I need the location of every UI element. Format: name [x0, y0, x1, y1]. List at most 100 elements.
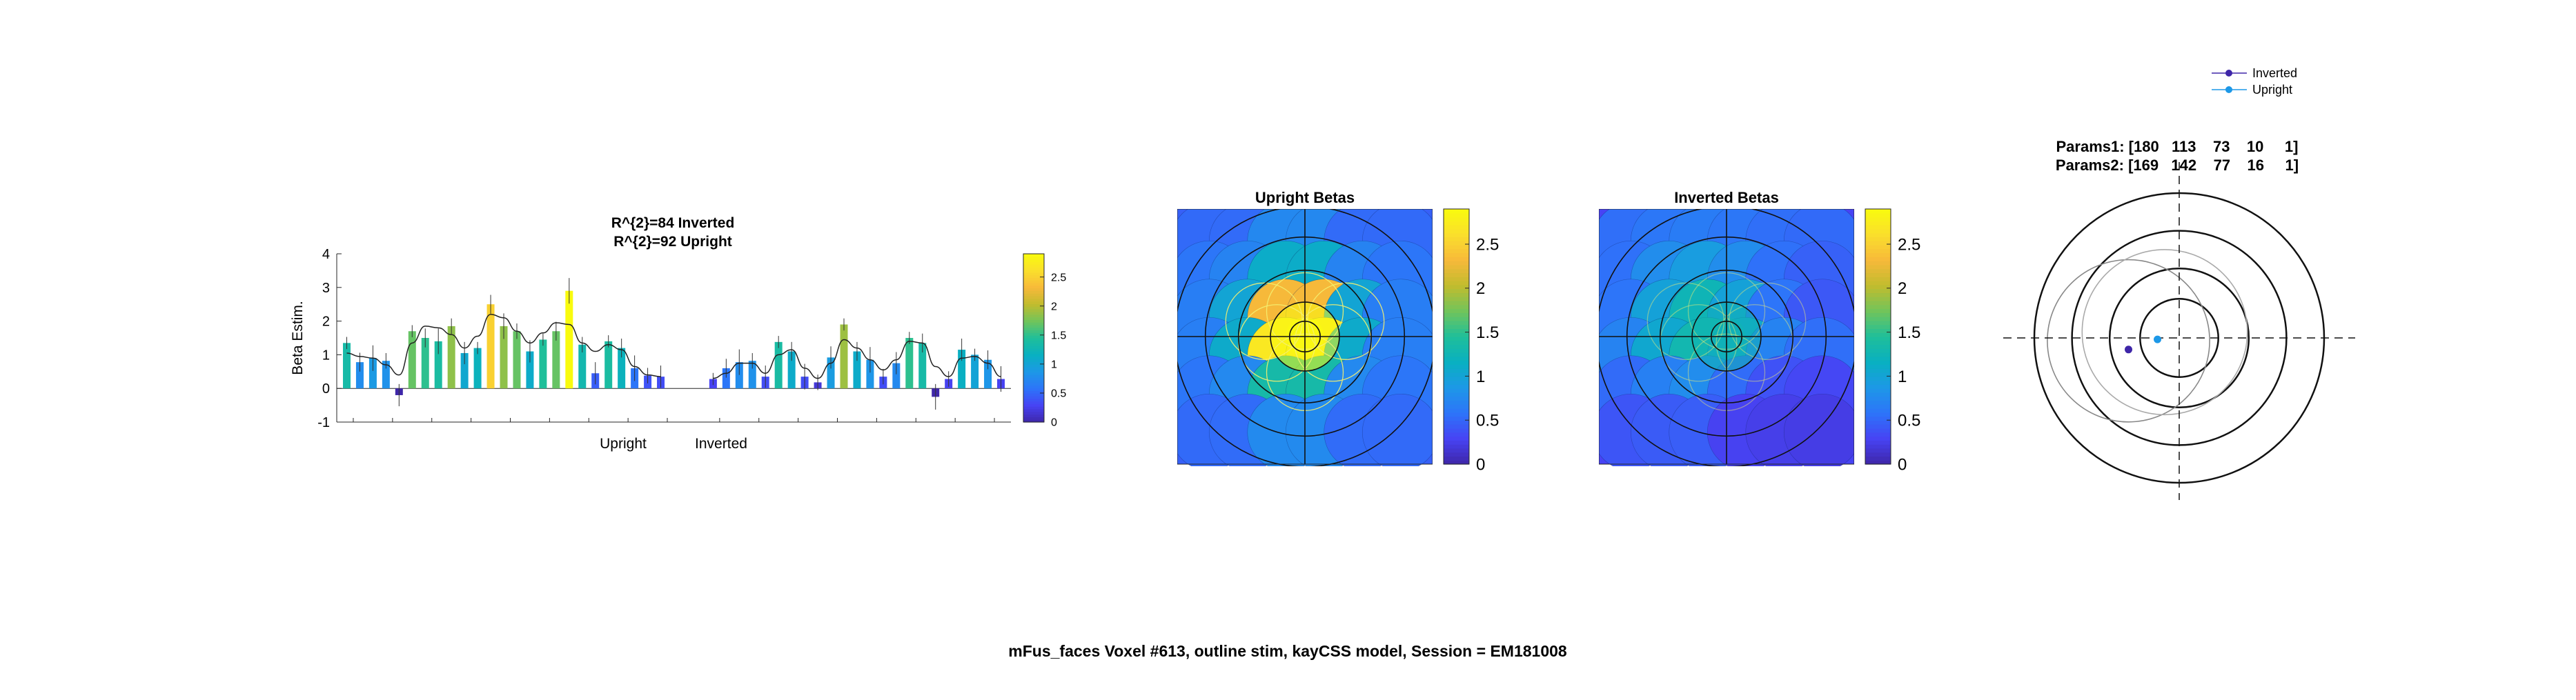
- upright-betas-colorbar-swatch: [1444, 312, 1469, 317]
- upright-betas-colorbar-swatch: [1444, 304, 1469, 310]
- inverted-betas-colorbar-swatch: [1865, 432, 1891, 437]
- bar-upright: [552, 331, 560, 389]
- inverted-betas-colorbar-swatch: [1865, 460, 1891, 465]
- upright-betas-colorbar-swatch: [1444, 228, 1469, 234]
- bar-chart-bars: [342, 278, 1005, 410]
- inverted-betas-colorbar-tick-label: 1.5: [1898, 323, 1920, 342]
- bar-chart-colorbar-tick-label: 0.5: [1051, 388, 1066, 400]
- prf-legend-box: [2205, 63, 2317, 101]
- inverted-betas-colorbar-swatch: [1865, 241, 1891, 246]
- inverted-betas-map: [1599, 209, 1854, 466]
- bar-chart-colorbar-swatch: [1023, 356, 1044, 360]
- upright-betas-colorbar-swatch: [1444, 292, 1469, 297]
- inverted-betas-colorbar-tick-label: 2: [1898, 279, 1907, 298]
- bar-upright: [473, 348, 482, 389]
- inverted-betas-colorbar-swatch: [1865, 412, 1891, 417]
- upright-betas-colorbar-swatch: [1444, 428, 1469, 433]
- upright-betas-colorbar-swatch: [1444, 272, 1469, 277]
- bar-chart-y-tick-label: 2: [322, 314, 330, 330]
- upright-betas-colorbar-swatch: [1444, 344, 1469, 349]
- upright-betas-colorbar-swatch: [1444, 297, 1469, 301]
- bar-upright: [460, 352, 469, 389]
- inverted-betas-colorbar-swatch: [1865, 277, 1891, 281]
- inverted-betas-colorbar-swatch: [1865, 328, 1891, 333]
- bar-chart-x-axis: [337, 388, 1011, 423]
- bar-chart-colorbar-swatch: [1023, 290, 1044, 294]
- bar-inverted: [892, 363, 901, 389]
- inverted-betas-colorbar-swatch: [1865, 440, 1891, 445]
- bar-chart-colorbar-swatch: [1023, 395, 1044, 399]
- inverted-betas-colorbar-swatch: [1865, 297, 1891, 301]
- inverted-betas-colorbar-swatch: [1865, 312, 1891, 317]
- prf-eccentricity-ring: [2108, 267, 2250, 409]
- upright-betas-colorbar-swatch: [1444, 209, 1469, 214]
- upright-betas-title: Upright Betas: [1255, 189, 1355, 206]
- prf-legend-marker-upright: [2225, 86, 2232, 93]
- inverted-betas-colorbar-swatch: [1865, 352, 1891, 357]
- inverted-betas-colorbar-swatch: [1865, 444, 1891, 449]
- upright-betas-colorbar-swatch: [1444, 412, 1469, 417]
- bar-chart-colorbar-swatch: [1023, 359, 1044, 362]
- bar-chart-colorbar-tick-label: 2: [1051, 301, 1057, 312]
- bar-inverted: [827, 357, 835, 389]
- inverted-betas-colorbar-swatch: [1865, 300, 1891, 306]
- bar-chart-colorbar-tick-label: 2.5: [1051, 272, 1066, 283]
- bar-chart-group-label-inverted: Inverted: [695, 436, 747, 452]
- upright-betas-colorbar-tick-label: 1: [1476, 368, 1485, 386]
- inverted-betas-colorbar-swatch: [1865, 232, 1891, 238]
- bar-inverted: [840, 324, 848, 389]
- upright-betas-colorbar-swatch: [1444, 245, 1469, 250]
- inverted-betas-colorbar-swatch: [1865, 364, 1891, 369]
- upright-betas-colorbar-frame: [1443, 208, 1470, 465]
- bar-chart-colorbar-swatch: [1023, 319, 1044, 323]
- upright-betas-colorbar-tick-label: 2.5: [1476, 235, 1499, 254]
- bar-chart-colorbar-swatch: [1023, 353, 1044, 357]
- bar-inverted: [984, 359, 992, 389]
- bar-chart-panel: R^{2}=84 Inverted R^{2}=92 Upright -1 0 1 2…: [290, 215, 1066, 452]
- upright-betas-colorbar-swatch: [1444, 332, 1469, 337]
- upright-betas-colorbar-swatch: [1444, 328, 1469, 333]
- inverted-betas-colorbar-swatch: [1865, 380, 1891, 385]
- bar-chart-colorbar-swatch: [1023, 338, 1044, 341]
- bar-chart-colorbar-swatch: [1023, 417, 1044, 420]
- figure-caption: mFus_faces Voxel #613, outline stim, kay…: [1008, 642, 1567, 660]
- prf-legend-marker-inverted: [2225, 70, 2232, 77]
- upright-betas-frame: [1177, 209, 1433, 465]
- inverted-betas-colorbar-swatch: [1865, 416, 1891, 421]
- bar-chart-y-axis: -1 0 1 2 3 4: [317, 247, 342, 430]
- bar-inverted: [918, 343, 927, 389]
- bar-chart-colorbar-swatch: [1023, 411, 1044, 415]
- upright-betas-colorbar-tick-label: 2: [1476, 279, 1485, 298]
- bar-chart-title-line-1: R^{2}=84 Inverted: [611, 215, 735, 231]
- inverted-betas-colorbar-frame: [1865, 208, 1891, 465]
- upright-betas-colorbar-swatch: [1444, 396, 1469, 401]
- upright-betas-colorbar-swatch: [1444, 348, 1469, 353]
- bar-chart-colorbar-swatch: [1023, 280, 1044, 283]
- bar-chart-colorbar-swatch: [1023, 390, 1044, 394]
- upright-betas-colorbar-swatch: [1444, 217, 1469, 221]
- bar-chart-colorbar-swatch: [1023, 317, 1044, 320]
- inverted-betas-colorbar-swatch: [1865, 320, 1891, 326]
- upright-betas-prf-disc: [1361, 393, 1433, 466]
- upright-betas-panel: Upright Betas 0 0.5 1 1.5 2 2.5: [1177, 189, 1499, 474]
- bar-chart-colorbar-swatch: [1023, 293, 1044, 297]
- bar-chart-group-label-upright: Upright: [600, 436, 647, 452]
- inverted-betas-colorbar-swatch: [1865, 404, 1891, 409]
- bar-upright: [604, 341, 613, 389]
- upright-betas-colorbar-swatch: [1444, 288, 1469, 294]
- bar-chart-colorbar-swatch: [1023, 277, 1044, 281]
- upright-betas-colorbar-swatch: [1444, 257, 1469, 261]
- bar-chart-colorbar-swatch: [1023, 298, 1044, 302]
- bar-chart-colorbar-swatch: [1023, 406, 1044, 410]
- upright-betas-colorbar-swatch: [1444, 308, 1469, 313]
- bar-chart-colorbar-swatch: [1023, 366, 1044, 370]
- upright-betas-colorbar-swatch: [1444, 221, 1469, 226]
- inverted-betas-colorbar-swatch: [1865, 384, 1891, 389]
- inverted-betas-colorbar-swatch: [1865, 324, 1891, 330]
- bar-chart-colorbar-swatch: [1023, 361, 1044, 365]
- bar-chart-colorbar-swatch: [1023, 364, 1044, 368]
- bar-upright: [368, 358, 377, 389]
- bar-inverted: [905, 338, 914, 389]
- inverted-betas-colorbar-swatch: [1865, 456, 1891, 461]
